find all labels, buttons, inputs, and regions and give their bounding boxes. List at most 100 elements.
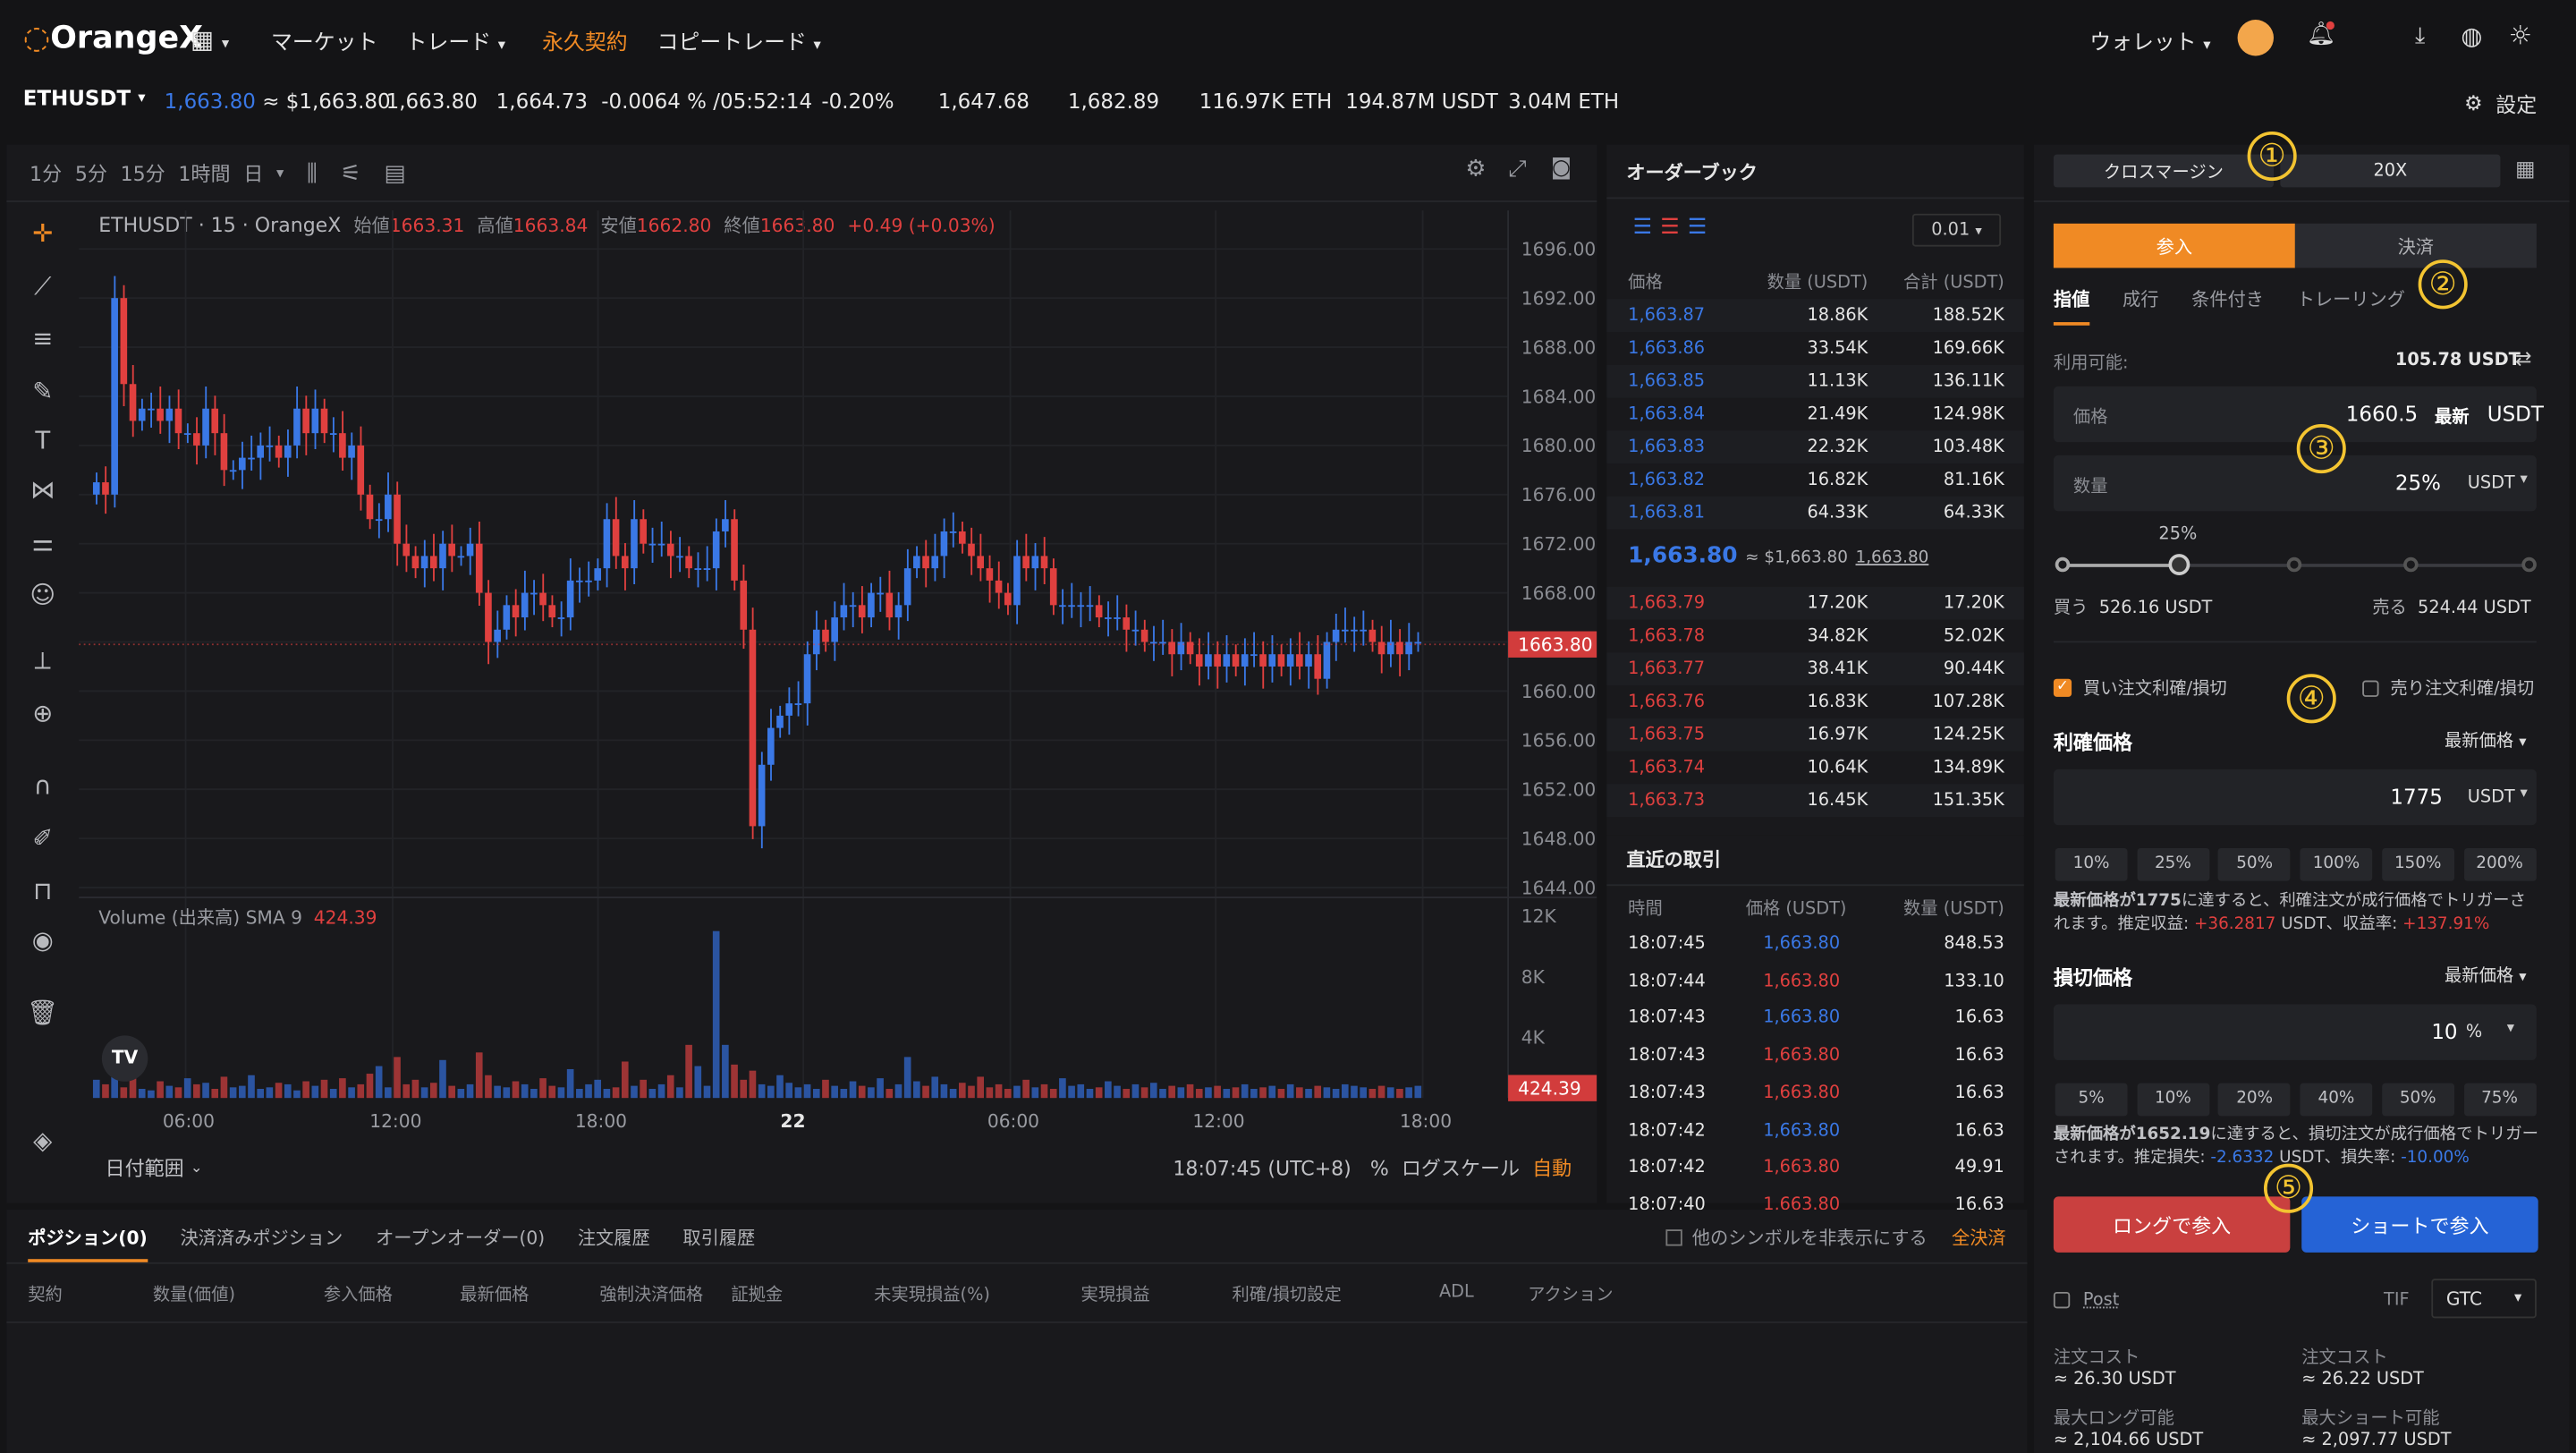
log-scale-toggle[interactable]: ログスケール bbox=[1401, 1157, 1521, 1181]
checkbox-checked-icon[interactable]: ✓ bbox=[2053, 678, 2072, 697]
leverage-button[interactable]: 20X bbox=[2280, 154, 2501, 188]
magnet-icon[interactable]: ∩ bbox=[33, 770, 52, 801]
template-icon[interactable]: ▤ bbox=[384, 160, 406, 187]
download-icon[interactable]: ⤓ bbox=[2414, 22, 2426, 50]
interval-15m[interactable]: 15分 bbox=[120, 162, 165, 186]
settings-button[interactable]: ⚙ 設定 bbox=[2464, 87, 2537, 118]
tab-closed-positions[interactable]: 決済済みポジション bbox=[180, 1228, 343, 1250]
trendline-icon[interactable]: ⟋ bbox=[34, 271, 52, 302]
tick-size-select[interactable]: 0.01 ▾ bbox=[1911, 213, 2002, 247]
lock-draw-icon[interactable]: ✐ bbox=[32, 823, 54, 854]
post-only-toggle[interactable]: Post bbox=[2053, 1290, 2119, 1310]
tp-pct-button[interactable]: 50% bbox=[2218, 847, 2292, 881]
qty-input[interactable]: 数量 25% USDT ▾ bbox=[2053, 455, 2537, 512]
tif-select[interactable]: GTC ▾ bbox=[2431, 1279, 2537, 1319]
sl-pct-button[interactable]: 20% bbox=[2218, 1083, 2292, 1117]
chevron-down-icon[interactable]: ▾ bbox=[2506, 1020, 2515, 1038]
chart-settings-icon[interactable]: ⚙ bbox=[1465, 156, 1487, 183]
nav-copytrade[interactable]: コピートレード ▾ bbox=[657, 25, 821, 56]
lock-icon[interactable]: ⊓ bbox=[32, 876, 53, 906]
candle-type-icon[interactable]: ⫼ bbox=[307, 160, 318, 187]
interval-1m[interactable]: 1分 bbox=[30, 162, 63, 186]
transfer-icon[interactable]: ⇄ bbox=[2514, 346, 2532, 370]
ruler-icon[interactable]: ⟂ bbox=[34, 645, 51, 676]
tab-trade-history[interactable]: 取引履歴 bbox=[682, 1228, 756, 1250]
trash-icon[interactable]: 🗑︎ bbox=[27, 998, 59, 1028]
sl-pct-button[interactable]: 5% bbox=[2055, 1083, 2128, 1117]
tp-price-input[interactable]: 1775 USDT ▾ bbox=[2053, 769, 2537, 826]
tab-order-history[interactable]: 注文履歴 bbox=[577, 1228, 650, 1250]
percent-scale-toggle[interactable]: % bbox=[1369, 1156, 1389, 1180]
slider-stop-75[interactable] bbox=[2403, 557, 2419, 573]
sl-pct-button[interactable]: 75% bbox=[2463, 1083, 2536, 1117]
auto-scale-toggle[interactable]: 自動 bbox=[1532, 1157, 1572, 1181]
fullscreen-icon[interactable]: ⤢ bbox=[1508, 156, 1527, 183]
wallet-menu[interactable]: ウォレット ▾ bbox=[2089, 25, 2210, 56]
nav-perpetual[interactable]: 永久契約 bbox=[542, 30, 628, 56]
qty-slider-handle[interactable] bbox=[2168, 554, 2190, 575]
symbol-selector[interactable]: ETHUSDT ▾ bbox=[23, 86, 146, 111]
avatar[interactable] bbox=[2237, 20, 2274, 56]
latest-button[interactable]: 最新 bbox=[2434, 407, 2470, 428]
apps-grid-icon[interactable]: ▦ ▾ bbox=[191, 24, 230, 55]
sl-input[interactable]: 10 % ▾ bbox=[2053, 1004, 2537, 1060]
prediction-icon[interactable]: ⚌ bbox=[31, 527, 55, 557]
tp-pct-button[interactable]: 200% bbox=[2463, 847, 2536, 881]
tp-sell-toggle[interactable]: 売り注文利確/損切 bbox=[2362, 676, 2534, 701]
short-button[interactable]: ショートで参入 bbox=[2301, 1196, 2538, 1253]
eye-icon[interactable]: ◉ bbox=[31, 925, 54, 956]
date-range-button[interactable]: 日付範囲 ⌄ bbox=[106, 1154, 203, 1182]
tab-conditional[interactable]: 条件付き bbox=[2191, 289, 2264, 311]
checkbox[interactable] bbox=[2362, 679, 2379, 697]
book-view-icons[interactable]: ☰☰☰ bbox=[1632, 215, 1716, 241]
pattern-icon[interactable]: ⋈ bbox=[30, 474, 55, 505]
interval-5m[interactable]: 5分 bbox=[74, 162, 107, 186]
price-input[interactable]: 価格 1660.5 最新 USDT bbox=[2053, 386, 2544, 443]
emoji-icon[interactable]: ☺ bbox=[30, 580, 56, 610]
indicators-icon[interactable]: ⚟ bbox=[340, 160, 361, 187]
theme-sun-icon[interactable]: ☼ bbox=[2508, 20, 2532, 51]
slider-stop-50[interactable] bbox=[2286, 557, 2302, 573]
zoom-in-icon[interactable]: ⊕ bbox=[32, 698, 54, 728]
logo[interactable]: ◌ OrangeX bbox=[23, 20, 203, 55]
nav-market[interactable]: マーケット bbox=[271, 30, 378, 56]
sl-pct-button[interactable]: 10% bbox=[2136, 1083, 2209, 1117]
qty-unit-select[interactable]: USDT bbox=[2467, 473, 2515, 494]
text-icon[interactable]: T bbox=[35, 425, 51, 455]
chevron-down-icon[interactable]: ▾ bbox=[2520, 786, 2528, 803]
tradingview-logo-icon[interactable]: TV bbox=[101, 1035, 148, 1082]
globe-icon[interactable]: ◍ bbox=[2461, 21, 2483, 51]
close-all-button[interactable]: 全決済 bbox=[1951, 1228, 2006, 1250]
tp-pct-button[interactable]: 150% bbox=[2381, 847, 2454, 881]
chevron-down-icon[interactable]: ▾ bbox=[2520, 472, 2528, 489]
margin-mode-button[interactable]: クロスマージン bbox=[2053, 154, 2274, 188]
horizontal-lines-icon[interactable]: ≡ bbox=[32, 323, 54, 353]
price-chart-svg[interactable]: 1696.00 1692.00 1688.00 1684.00 1680.00 1676.… bbox=[79, 210, 1597, 1196]
interval-1d[interactable]: 日 bbox=[243, 162, 264, 186]
slider-stop-100[interactable] bbox=[2521, 557, 2537, 573]
brush-icon[interactable]: ✎ bbox=[32, 376, 54, 406]
tab-market[interactable]: 成行 bbox=[2123, 289, 2159, 311]
camera-icon[interactable]: ◙ bbox=[1550, 156, 1572, 182]
layers-icon[interactable]: ◈ bbox=[33, 1126, 53, 1156]
sl-trigger-select[interactable]: 最新価格 ▾ bbox=[2445, 964, 2527, 989]
tab-positions[interactable]: ポジション(0) bbox=[28, 1225, 148, 1262]
tp-pct-button[interactable]: 25% bbox=[2136, 847, 2209, 881]
tab-trailing[interactable]: トレーリング bbox=[2296, 289, 2405, 311]
tp-buy-toggle[interactable]: ✓ 買い注文利確/損切 bbox=[2053, 676, 2227, 701]
interval-1h[interactable]: 1時間 bbox=[178, 162, 231, 186]
open-tab[interactable]: 参入 bbox=[2053, 223, 2295, 268]
tp-pct-button[interactable]: 100% bbox=[2300, 847, 2373, 881]
long-button[interactable]: ロングで参入 bbox=[2053, 1196, 2291, 1253]
crosshair-icon[interactable]: ✛ bbox=[32, 218, 54, 249]
nav-trade[interactable]: トレード ▾ bbox=[406, 25, 505, 56]
sl-pct-button[interactable]: 40% bbox=[2300, 1083, 2373, 1117]
calculator-icon[interactable]: ▦ bbox=[2514, 157, 2536, 183]
chevron-down-icon[interactable]: ▾ bbox=[275, 165, 284, 182]
tp-trigger-select[interactable]: 最新価格 ▾ bbox=[2445, 728, 2527, 753]
checkbox[interactable] bbox=[2053, 1291, 2071, 1309]
hide-other-symbols[interactable]: 他のシンボルを非表示にする bbox=[1665, 1225, 1928, 1251]
close-tab[interactable]: 決済 bbox=[2294, 223, 2537, 268]
tab-limit[interactable]: 指値 bbox=[2053, 286, 2090, 326]
checkbox[interactable] bbox=[1665, 1229, 1682, 1246]
